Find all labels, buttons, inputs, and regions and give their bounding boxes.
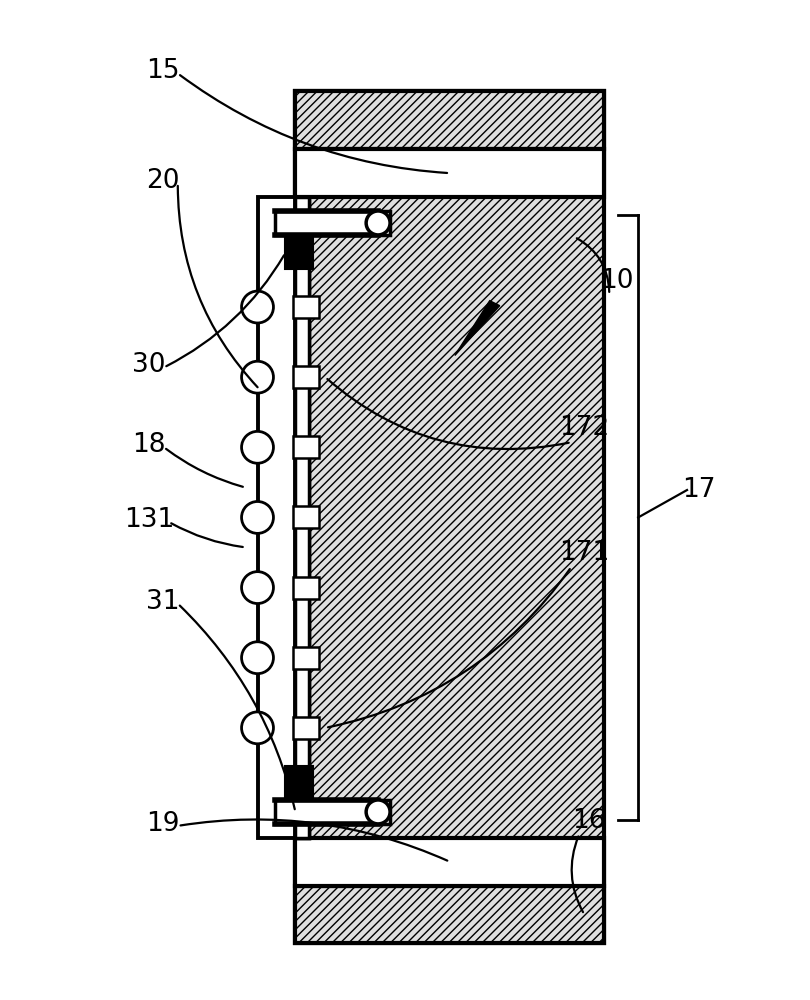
Text: 18: 18: [132, 432, 165, 458]
Circle shape: [366, 211, 390, 235]
Bar: [293, 717, 319, 739]
Text: 131: 131: [124, 507, 174, 533]
Circle shape: [366, 800, 390, 824]
Circle shape: [241, 361, 274, 393]
Bar: [293, 366, 319, 388]
Text: 171: 171: [559, 540, 609, 566]
Circle shape: [241, 431, 274, 463]
Text: 20: 20: [146, 168, 180, 194]
Circle shape: [241, 642, 274, 674]
Circle shape: [241, 291, 274, 323]
Bar: [293, 647, 319, 669]
Bar: [296, 91, 604, 149]
Bar: [258, 197, 296, 838]
Circle shape: [241, 501, 274, 533]
Bar: [285, 766, 313, 798]
Text: 19: 19: [146, 811, 180, 837]
Bar: [293, 506, 319, 528]
Text: 16: 16: [573, 808, 606, 834]
Bar: [296, 91, 604, 943]
Bar: [293, 436, 319, 458]
Polygon shape: [455, 301, 500, 355]
Text: 17: 17: [682, 477, 716, 503]
Text: 172: 172: [559, 415, 609, 441]
Circle shape: [241, 712, 274, 744]
Bar: [293, 296, 319, 318]
Bar: [296, 197, 309, 838]
Bar: [296, 886, 604, 943]
Bar: [293, 577, 319, 599]
Bar: [296, 149, 604, 197]
Text: 30: 30: [132, 352, 165, 378]
Bar: [275, 800, 390, 824]
Text: 31: 31: [146, 589, 180, 615]
Circle shape: [241, 572, 274, 604]
Bar: [296, 838, 604, 886]
Bar: [275, 211, 390, 235]
Bar: [285, 237, 313, 269]
Text: 15: 15: [146, 58, 180, 84]
Text: 10: 10: [600, 268, 634, 294]
Bar: [296, 197, 309, 838]
